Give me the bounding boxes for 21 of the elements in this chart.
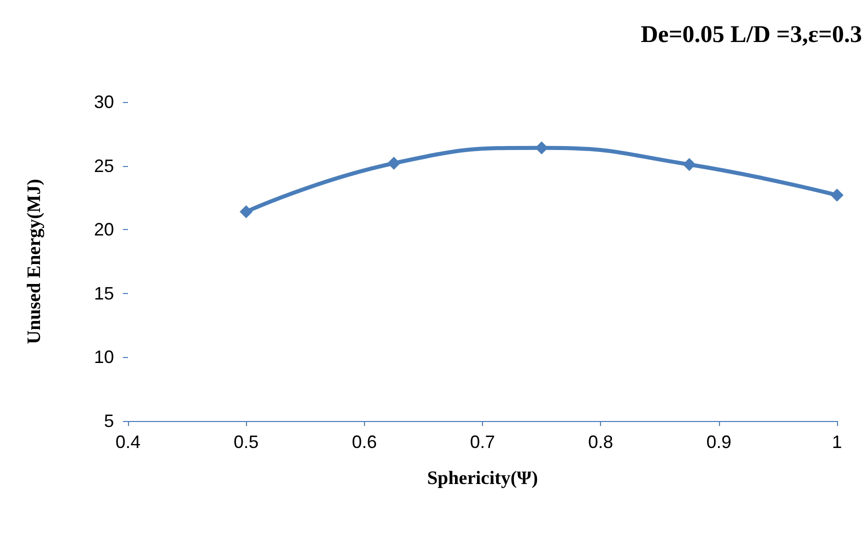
x-tick-label: 0.7 — [470, 432, 496, 452]
x-tick-label: 0.9 — [706, 432, 732, 452]
y-tick-label: 30 — [94, 92, 114, 112]
x-tick-label: 0.6 — [352, 432, 377, 452]
point — [682, 158, 696, 172]
x-tick-label: 0.5 — [234, 432, 259, 452]
chart-title: De=0.05 L/D =3,ε=0.3 — [640, 22, 862, 48]
x-axis-title: Sphericity(Ψ) — [427, 468, 538, 489]
y-axis-title: Unused Energy(MJ) — [24, 178, 45, 344]
y-tick-label: 25 — [94, 156, 114, 176]
y-tick-label: 15 — [94, 283, 114, 304]
point — [240, 205, 253, 218]
x-tick-label: 1 — [832, 432, 842, 452]
y-tick-label: 20 — [94, 220, 114, 240]
point — [387, 156, 400, 170]
y-tick-label: 5 — [104, 411, 114, 431]
x-tick-label: 0.8 — [588, 432, 614, 452]
point — [830, 188, 844, 202]
point — [535, 141, 548, 154]
y-tick-label: 10 — [94, 347, 114, 368]
x-tick-label: 0.4 — [115, 432, 141, 452]
